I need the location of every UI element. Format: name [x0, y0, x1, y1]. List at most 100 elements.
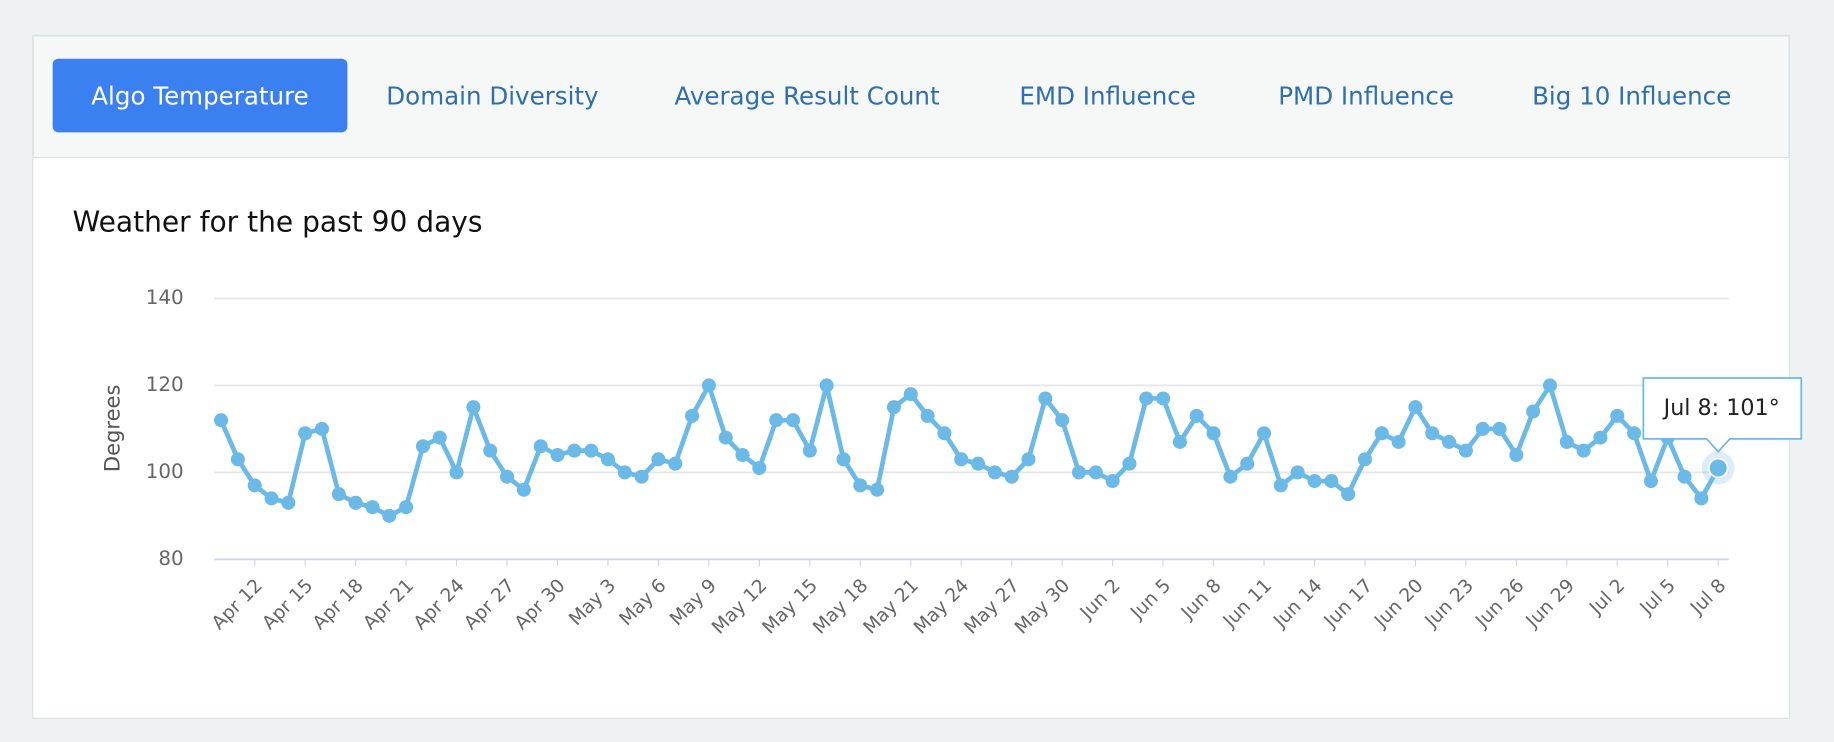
data-point — [1559, 434, 1574, 449]
y-axis-title: Degrees — [99, 385, 124, 473]
data-point — [415, 439, 430, 454]
tab-label[interactable]: Big 10 Influence — [1532, 81, 1731, 110]
data-point — [1105, 474, 1120, 489]
tab[interactable]: Domain Diversity — [386, 81, 598, 110]
data-point — [1677, 469, 1692, 484]
data-point — [382, 508, 397, 523]
tooltip: Jul 8: 101° — [1642, 377, 1803, 453]
data-point — [584, 443, 599, 458]
data-point — [331, 487, 346, 502]
data-point — [718, 430, 733, 445]
data-point — [214, 413, 229, 428]
data-point — [634, 469, 649, 484]
data-point — [1038, 391, 1053, 406]
data-point — [1273, 478, 1288, 493]
tab-label[interactable]: EMD Influence — [1019, 81, 1195, 110]
data-point — [1425, 426, 1440, 441]
chart-title: Weather for the past 90 days — [73, 206, 483, 239]
data-point — [533, 439, 548, 454]
data-point — [1324, 474, 1339, 489]
data-point — [971, 456, 986, 471]
data-point — [298, 426, 313, 441]
data-point — [500, 469, 515, 484]
data-point — [987, 465, 1002, 480]
hover-point — [1707, 457, 1729, 479]
tab[interactable]: Algo Temperature — [52, 58, 348, 133]
data-point — [668, 456, 683, 471]
data-point — [1475, 421, 1490, 436]
data-point — [483, 443, 498, 458]
data-point — [1341, 487, 1356, 502]
tab[interactable]: Big 10 Influence — [1532, 81, 1731, 110]
y-tick-label: 80 — [158, 547, 183, 570]
data-point — [1122, 456, 1137, 471]
tab-label[interactable]: PMD Influence — [1278, 81, 1454, 110]
data-point — [1509, 447, 1524, 462]
data-point — [247, 478, 262, 493]
data-point — [617, 465, 632, 480]
data-point — [1391, 434, 1406, 449]
data-point — [1374, 426, 1389, 441]
data-point — [954, 452, 969, 467]
data-point — [449, 465, 464, 480]
data-point — [1307, 474, 1322, 489]
data-point — [550, 447, 565, 462]
data-point — [1593, 430, 1608, 445]
data-point — [1189, 408, 1204, 423]
tab-label[interactable]: Average Result Count — [674, 81, 940, 110]
data-point — [314, 421, 330, 436]
y-tick-label: 140 — [146, 286, 184, 309]
data-point — [1088, 465, 1103, 480]
data-point — [819, 378, 834, 393]
data-point — [1223, 469, 1238, 484]
data-point — [1071, 465, 1086, 480]
data-point — [1139, 391, 1154, 406]
data-point — [752, 461, 767, 476]
data-point — [870, 482, 885, 497]
tab-label[interactable]: Algo Temperature — [91, 81, 309, 110]
tab[interactable]: EMD Influence — [1019, 81, 1195, 110]
data-point — [264, 491, 279, 506]
data-point — [903, 387, 918, 402]
data-point — [836, 452, 851, 467]
tab[interactable]: PMD Influence — [1278, 81, 1454, 110]
data-point — [399, 500, 414, 515]
data-point — [701, 378, 716, 393]
y-tick-label: 100 — [146, 460, 184, 483]
data-point — [600, 452, 615, 467]
tab[interactable]: Average Result Count — [674, 81, 940, 110]
data-point — [1172, 434, 1187, 449]
data-point — [1694, 491, 1709, 506]
data-point — [466, 400, 481, 415]
data-point — [769, 413, 784, 428]
data-point — [1206, 426, 1221, 441]
tooltip-label: Jul 8: 101° — [1662, 395, 1780, 421]
data-point — [802, 443, 817, 458]
data-point — [1055, 413, 1070, 428]
data-point — [1526, 404, 1541, 419]
data-point — [1442, 434, 1457, 449]
data-point — [1290, 465, 1305, 480]
data-point — [230, 452, 245, 467]
data-point — [1610, 408, 1625, 423]
data-point — [685, 408, 700, 423]
data-point — [785, 413, 801, 428]
data-point — [1156, 391, 1171, 406]
data-point — [1492, 421, 1507, 436]
data-point — [1542, 378, 1558, 393]
data-point — [516, 482, 531, 497]
tab-label[interactable]: Domain Diversity — [386, 81, 598, 110]
data-point — [651, 452, 666, 467]
data-point — [281, 495, 296, 510]
tab-background[interactable] — [52, 58, 348, 133]
data-point — [1357, 452, 1372, 467]
data-point — [886, 400, 901, 415]
data-point — [432, 430, 447, 445]
data-point — [1458, 443, 1473, 458]
data-point — [1576, 443, 1591, 458]
data-point — [920, 408, 935, 423]
data-point — [348, 495, 363, 510]
data-point — [1627, 426, 1642, 441]
